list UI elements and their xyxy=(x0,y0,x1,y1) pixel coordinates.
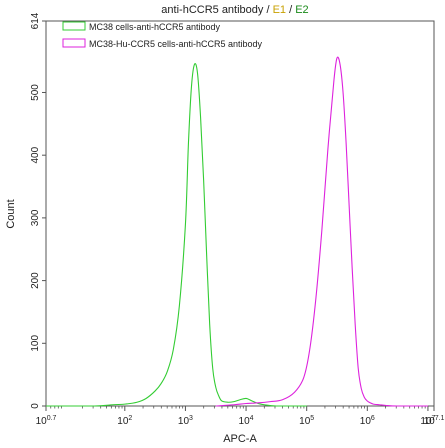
legend-label-mc38: MC38 cells-anti-hCCR5 antibody xyxy=(89,22,221,32)
x-tick-label-base: 10 xyxy=(299,416,311,427)
y-tick-label: 500 xyxy=(30,84,41,101)
y-axis-label: Count xyxy=(5,199,17,228)
y-tick-label: 300 xyxy=(30,209,41,226)
x-tick-label-exponent: 2 xyxy=(128,415,132,422)
x-tick-label: 107.1 xyxy=(424,415,445,427)
x-tick-label-exponent: 7 xyxy=(432,415,436,422)
x-axis-label: APC-A xyxy=(223,433,257,445)
x-tick-label: 107 xyxy=(420,415,435,427)
x-tick-label-exponent: 6 xyxy=(371,415,375,422)
x-tick-label-base: 10 xyxy=(36,416,48,427)
x-tick-label: 105 xyxy=(299,415,314,427)
y-axis-ticks: 0 100 200 300 400 500 614 xyxy=(30,12,46,409)
x-tick-label-exponent: 5 xyxy=(310,415,314,422)
chart-title-e1: E1 xyxy=(273,4,286,16)
x-tick-label-exponent: 7.1 xyxy=(435,415,445,422)
chart-title: anti-hCCR5 antibody / E1 / E2 xyxy=(161,4,308,16)
x-tick-label: 104 xyxy=(239,415,254,427)
x-tick-label-exponent: 0.7 xyxy=(47,415,57,422)
y-tick-label: 200 xyxy=(30,272,41,289)
x-tick-label-base: 10 xyxy=(424,416,436,427)
legend: MC38 cells-anti-hCCR5 antibody MC38-Hu-C… xyxy=(62,21,263,49)
x-tick-label-base: 10 xyxy=(117,416,129,427)
chart-title-prefix: anti-hCCR5 antibody / xyxy=(161,4,272,16)
series-line-mc38-hu-ccr5 xyxy=(215,56,428,407)
x-tick-label-exponent: 4 xyxy=(250,415,254,422)
x-tick-label-base: 10 xyxy=(360,416,372,427)
x-tick-label-exponent: 3 xyxy=(189,415,193,422)
legend-swatch-mc38 xyxy=(62,21,86,31)
x-tick-label: 102 xyxy=(117,415,132,427)
x-tick-label: 103 xyxy=(178,415,193,427)
x-tick-label: 100.7 xyxy=(36,415,57,427)
chart-title-sep: / xyxy=(286,4,295,16)
legend-label-mc38-hu-ccr5: MC38-Hu-CCR5 cells-anti-hCCR5 antibody xyxy=(89,39,263,49)
series-line-mc38 xyxy=(46,63,307,407)
y-tick-label: 614 xyxy=(30,12,41,29)
y-tick-label: 400 xyxy=(30,146,41,163)
plot-frame xyxy=(45,20,435,407)
x-tick-label: 106 xyxy=(360,415,375,427)
legend-swatch-mc38-hu-ccr5 xyxy=(62,38,86,48)
series-layer xyxy=(46,56,428,407)
y-tick-label: 100 xyxy=(30,335,41,352)
y-tick-label: 0 xyxy=(30,403,41,409)
chart-title-e2: E2 xyxy=(295,4,308,16)
x-tick-label-base: 10 xyxy=(239,416,251,427)
x-tick-label-base: 10 xyxy=(178,416,190,427)
x-tick-label-base: 10 xyxy=(420,416,432,427)
